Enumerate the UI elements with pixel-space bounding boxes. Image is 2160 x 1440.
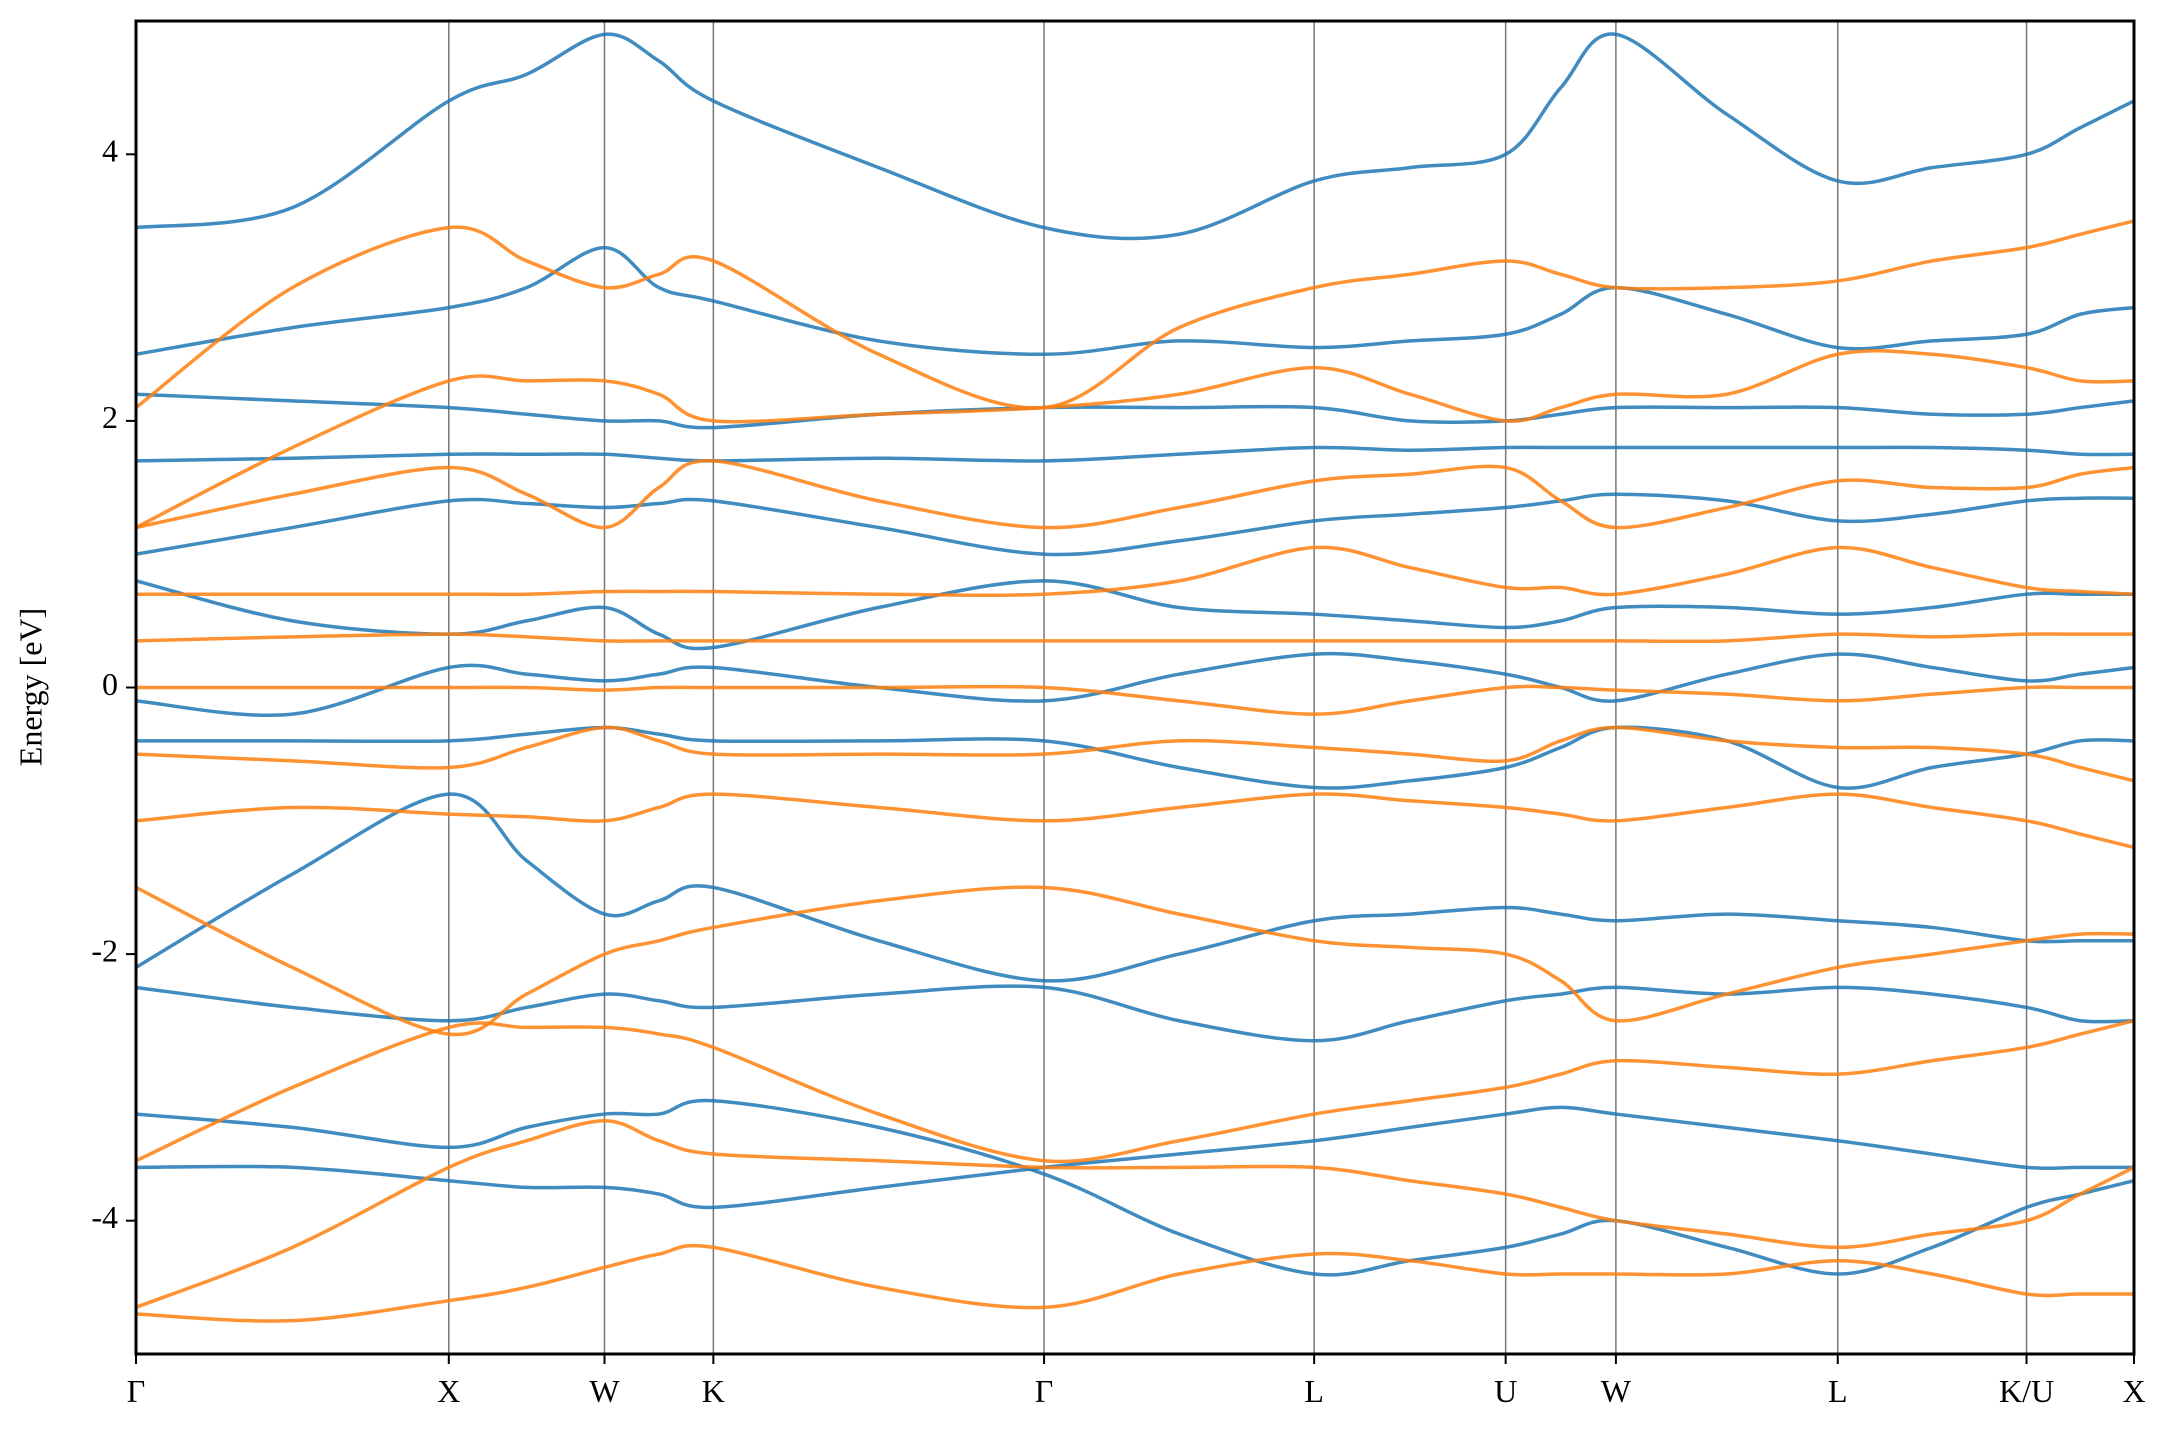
- x-tick-label: L: [1304, 1373, 1324, 1409]
- band-line: [136, 1105, 2134, 1210]
- x-tick-label: Γ: [127, 1373, 146, 1409]
- band-line: [136, 459, 2134, 530]
- y-tick-label: 0: [102, 666, 118, 702]
- band-line: [136, 632, 2134, 644]
- band-line: [136, 984, 2134, 1043]
- band-line: [136, 1019, 2134, 1164]
- y-tick-label: 2: [102, 399, 118, 435]
- band-line: [136, 579, 2134, 651]
- x-tick-label: W: [1601, 1373, 1632, 1409]
- band-line: [136, 684, 2134, 716]
- x-tick-label: X: [2122, 1373, 2145, 1409]
- x-tick-label: X: [437, 1373, 460, 1409]
- band-line: [136, 885, 2134, 1037]
- y-tick-label: 4: [102, 133, 118, 169]
- y-tick-label: -2: [91, 932, 118, 968]
- band-line: [136, 348, 2134, 530]
- band-line: [136, 392, 2134, 430]
- band-line: [136, 1243, 2134, 1323]
- band-line: [136, 245, 2134, 357]
- x-tick-label: Γ: [1035, 1373, 1054, 1409]
- x-tick-label: U: [1494, 1373, 1517, 1409]
- band-line: [136, 492, 2134, 557]
- band-line: [136, 32, 2134, 241]
- band-line: [136, 725, 2134, 783]
- band-line: [136, 445, 2134, 463]
- band-line: [136, 1118, 2134, 1309]
- bands: [136, 32, 2134, 1323]
- x-tick-label: K: [702, 1373, 725, 1409]
- band-line: [136, 219, 2134, 410]
- x-tick-label: K/U: [1999, 1373, 2054, 1409]
- band-line: [136, 792, 2134, 983]
- x-tick-label: W: [589, 1373, 620, 1409]
- band-line: [136, 1098, 2134, 1277]
- band-line: [136, 725, 2134, 790]
- y-axis-label: Energy [eV]: [12, 608, 48, 766]
- band-line: [136, 651, 2134, 718]
- axes: Γ X W K Γ L U W L K/U X -4 -2 0 2 4: [91, 133, 2145, 1409]
- y-tick-label: -4: [91, 1199, 118, 1235]
- band-line: [136, 545, 2134, 598]
- band-line: [136, 792, 2134, 850]
- x-tick-label: L: [1828, 1373, 1848, 1409]
